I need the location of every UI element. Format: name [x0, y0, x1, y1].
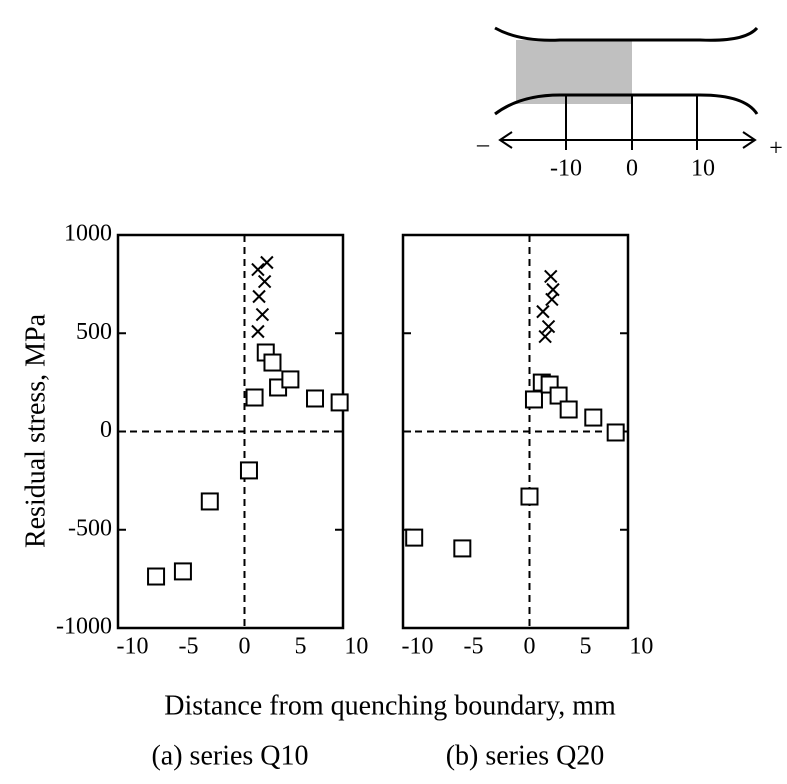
square-point	[200, 492, 219, 511]
x-tick-label: -5	[464, 634, 484, 660]
cross-point	[545, 292, 559, 307]
y-axis-label: Residual stress, MPa	[20, 313, 51, 548]
diagram-label: 10	[691, 156, 715, 182]
x-tick-label: -5	[179, 634, 199, 660]
panel: -1000 -500 0 500 1000 -10 -5 0 5 10 (a) series Q10	[56, 221, 368, 772]
y-tick-label: -500	[68, 515, 112, 541]
arrow-heads	[498, 131, 757, 149]
x-tick-label: 0	[523, 634, 535, 660]
panel-caption: (a) series Q10	[151, 740, 308, 771]
square-point	[453, 539, 472, 558]
square-point	[549, 386, 568, 405]
square-point	[147, 567, 166, 586]
square-point	[239, 461, 258, 480]
square-point	[330, 393, 349, 412]
square-point	[306, 389, 325, 408]
diagram-plus: +	[769, 136, 783, 162]
cross-point	[257, 274, 272, 289]
square-point	[524, 390, 543, 409]
cross-point	[536, 304, 550, 319]
square-point	[263, 353, 282, 372]
square-point	[584, 408, 603, 427]
cross-point	[544, 269, 558, 284]
diagram-label: 0	[626, 156, 638, 182]
square-point	[606, 423, 625, 442]
square-point	[559, 400, 578, 419]
quenched-zone	[516, 40, 632, 104]
y-tick-label: 1000	[64, 221, 112, 247]
cross-point	[252, 289, 266, 304]
y-tick-label: 500	[76, 319, 112, 345]
square-point	[245, 388, 264, 407]
x-tick-label: -10	[402, 634, 434, 660]
x-tick-label: 10	[629, 634, 653, 660]
y-tick-label: 0	[100, 417, 112, 443]
cross-point	[541, 319, 556, 334]
cross-point	[251, 324, 265, 339]
cross-point	[538, 329, 552, 344]
cross-point	[255, 307, 270, 322]
x-tick-label: 5	[579, 634, 591, 660]
y-tick-label: -1000	[56, 614, 112, 640]
x-axis-label: Distance from quenching boundary, mm	[164, 690, 616, 721]
diagram-label: -10	[550, 156, 582, 182]
inset-diagram: – + -10 0 10	[476, 26, 783, 182]
cross-point	[260, 255, 274, 270]
diagram-minus: –	[476, 132, 490, 158]
x-tick-label: -10	[117, 634, 149, 660]
panel: -10 -5 0 5 10 (b) series Q20	[402, 233, 653, 771]
square-point	[281, 370, 300, 389]
square-point	[173, 562, 192, 581]
cross-point	[251, 262, 265, 277]
x-tick-label: 5	[294, 634, 306, 660]
bar-top	[494, 26, 759, 42]
x-tick-label: 10	[344, 634, 368, 660]
square-point	[520, 487, 539, 506]
square-point	[405, 528, 424, 547]
panel-caption: (b) series Q20	[446, 740, 605, 771]
x-tick-label: 0	[238, 634, 250, 660]
bar-bottom	[494, 93, 759, 116]
